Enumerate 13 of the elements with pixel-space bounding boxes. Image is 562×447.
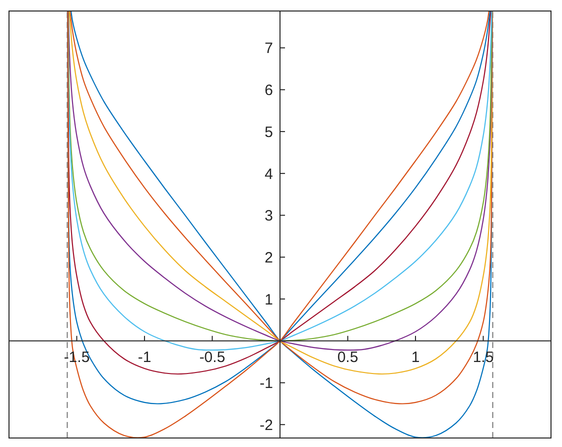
- y-tick-label: 3: [264, 208, 273, 225]
- y-tick-label: -1: [260, 375, 273, 392]
- x-tick-label: -0.5: [199, 348, 226, 366]
- y-tick-label: -2: [260, 417, 273, 434]
- x-tick-label: 1: [411, 348, 420, 366]
- y-tick-label: 1: [264, 291, 273, 308]
- y-tick-label: 5: [264, 124, 273, 141]
- y-tick-label: 6: [264, 82, 273, 100]
- x-tick-label: -1: [138, 348, 152, 366]
- y-tick-label: 7: [264, 40, 273, 58]
- x-tick-label: 0.5: [337, 348, 358, 366]
- y-tick-label: 2: [264, 250, 273, 267]
- y-tick-label: 4: [264, 166, 273, 183]
